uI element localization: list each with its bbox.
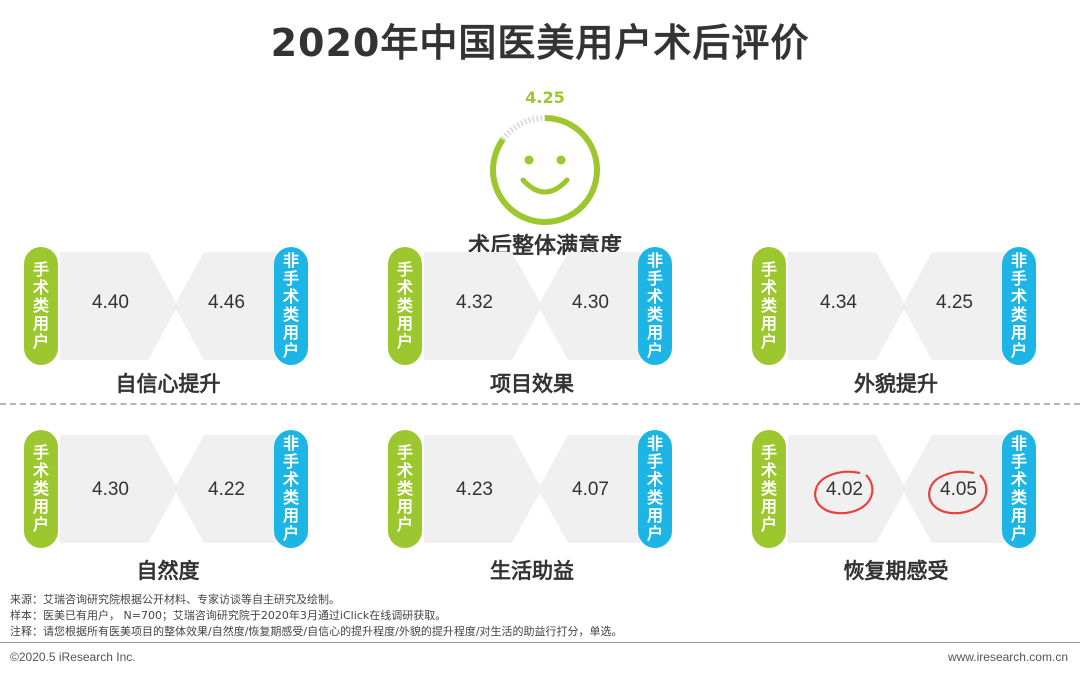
panel-label: 恢复期感受 bbox=[843, 559, 949, 583]
nonsurgical-users-tag: 非手术类用户 bbox=[1002, 430, 1036, 548]
website-link[interactable]: www.iresearch.com.cn bbox=[947, 650, 1068, 664]
surgical-users-tag: 手术类用户 bbox=[24, 247, 58, 365]
comparison-arrows bbox=[424, 435, 640, 543]
gauge-arc bbox=[490, 115, 600, 225]
nonsurgical-value: 4.22 bbox=[208, 479, 245, 500]
overall-score: 4.25 bbox=[525, 88, 565, 107]
surgical-users-tag: 手术类用户 bbox=[24, 430, 58, 548]
section-divider bbox=[0, 403, 1080, 405]
comparison-arrows bbox=[60, 252, 276, 360]
panel-appearance: 手术类用户 非手术类用户 4.34 4.25 外貌提升 bbox=[746, 240, 1046, 400]
surgical-users-tag: 手术类用户 bbox=[752, 247, 786, 365]
panel-confidence: 手术类用户 非手术类用户 4.40 4.46 自信心提升 bbox=[18, 240, 318, 400]
chart-title: 2020年中国医美用户术后评价 bbox=[270, 21, 810, 65]
notes: 来源：艾瑞咨询研究院根据公开材料、专家访谈等自主研究及绘制。 样本：医美已有用户… bbox=[10, 592, 623, 640]
comparison-arrows bbox=[788, 435, 1004, 543]
surgical-value: 4.23 bbox=[456, 479, 493, 500]
panel-label: 生活助益 bbox=[490, 559, 574, 583]
nonsurgical-users-tag: 非手术类用户 bbox=[274, 247, 308, 365]
comparison-arrows bbox=[788, 252, 1004, 360]
smiley-gauge-icon bbox=[490, 115, 600, 225]
surgical-users-tag: 手术类用户 bbox=[388, 430, 422, 548]
smiley-right-eye bbox=[556, 155, 566, 165]
nonsurgical-users-tag: 非手术类用户 bbox=[274, 430, 308, 548]
comparison-arrows bbox=[60, 435, 276, 543]
annotation-note: 注释：请您根据所有医美项目的整体效果/自然度/恢复期感受/自信心的提升程度/外貌… bbox=[10, 625, 623, 638]
surgical-value: 4.30 bbox=[92, 479, 129, 500]
nonsurgical-users-tag: 非手术类用户 bbox=[1002, 247, 1036, 365]
surgical-value: 4.40 bbox=[92, 292, 129, 313]
highlight-circle-surgical bbox=[814, 470, 874, 515]
nonsurgical-value: 4.07 bbox=[572, 479, 609, 500]
nonsurgical-value: 4.46 bbox=[208, 292, 245, 313]
highlight-circle-nonsurgical bbox=[928, 470, 988, 515]
sample-note: 样本：医美已有用户， N=700；艾瑞咨询研究院于2020年3月通过iClick… bbox=[10, 609, 447, 622]
footer-divider bbox=[0, 642, 1080, 643]
nonsurgical-value: 4.25 bbox=[936, 292, 973, 313]
panel-life-benefit: 手术类用户 非手术类用户 4.23 4.07 生活助益 bbox=[382, 427, 682, 587]
copyright: ©2020.5 iResearch Inc. bbox=[10, 650, 136, 664]
nonsurgical-users-tag: 非手术类用户 bbox=[638, 247, 672, 365]
nonsurgical-value: 4.30 bbox=[572, 292, 609, 313]
panel-effect: 手术类用户 非手术类用户 4.32 4.30 项目效果 bbox=[382, 240, 682, 400]
panel-label: 自然度 bbox=[136, 559, 200, 583]
surgical-users-tag: 手术类用户 bbox=[752, 430, 786, 548]
surgical-value: 4.32 bbox=[456, 292, 493, 313]
surgical-value: 4.02 bbox=[826, 479, 863, 500]
panel-label: 项目效果 bbox=[490, 372, 574, 396]
panel-recovery: 手术类用户 非手术类用户 4.02 4.05 恢复期感受 bbox=[746, 427, 1046, 587]
nonsurgical-value: 4.05 bbox=[940, 479, 977, 500]
smiley-left-eye bbox=[524, 155, 534, 165]
panel-label: 外貌提升 bbox=[854, 372, 938, 396]
panel-naturalness: 手术类用户 非手术类用户 4.30 4.22 自然度 bbox=[18, 427, 318, 587]
panel-label: 自信心提升 bbox=[115, 372, 221, 396]
source-note: 来源：艾瑞咨询研究院根据公开材料、专家访谈等自主研究及绘制。 bbox=[10, 593, 340, 606]
surgical-users-tag: 手术类用户 bbox=[388, 247, 422, 365]
comparison-arrows bbox=[424, 252, 640, 360]
surgical-value: 4.34 bbox=[820, 292, 857, 313]
nonsurgical-users-tag: 非手术类用户 bbox=[638, 430, 672, 548]
smiley-mouth bbox=[520, 177, 570, 195]
overall-satisfaction: 4.25 术后整体满意度 bbox=[440, 86, 650, 266]
